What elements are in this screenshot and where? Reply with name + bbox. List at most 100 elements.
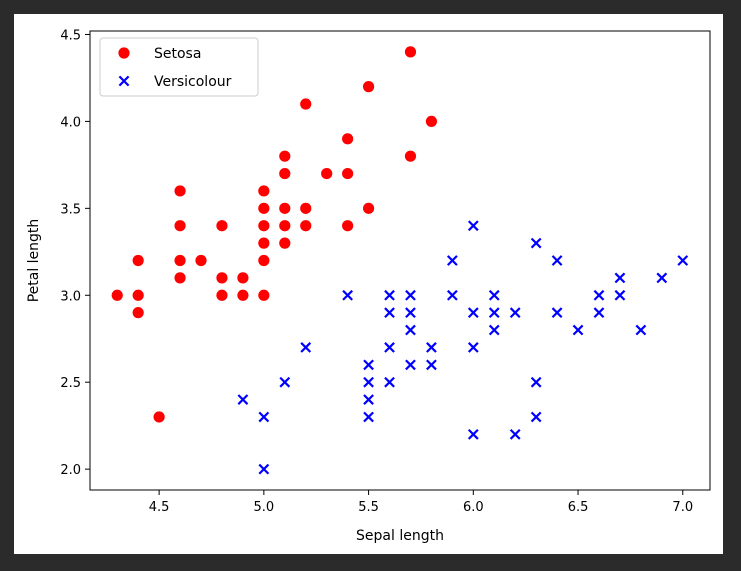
setosa-point (342, 133, 354, 145)
setosa-point (132, 307, 144, 319)
setosa-point (258, 237, 270, 249)
versicolour-point (467, 428, 479, 440)
setosa-point (300, 220, 312, 232)
setosa-point (279, 167, 291, 180)
versicolour-point (572, 324, 584, 336)
versicolour-point (614, 272, 626, 284)
versicolour-point (384, 342, 395, 353)
setosa-point (174, 185, 186, 197)
versicolour-point (363, 376, 374, 388)
y-tick-label: 4.0 (60, 115, 81, 130)
setosa-point (342, 167, 354, 180)
versicolour-point (509, 307, 521, 319)
setosa-point (321, 167, 333, 180)
setosa-point (132, 289, 144, 301)
setosa-point (258, 220, 270, 232)
versicolour-point (384, 289, 395, 301)
x-tick-label: 5.5 (358, 500, 379, 515)
x-tick-label: 4.5 (149, 500, 170, 515)
x-tick-label: 6.0 (463, 500, 484, 515)
legend-entry: Setosa (118, 46, 201, 62)
versicolour-point (237, 394, 249, 405)
versicolour-point (426, 342, 437, 353)
versicolour-point (426, 359, 437, 371)
setosa-point (174, 272, 186, 284)
versicolour-point (258, 463, 270, 475)
legend-label: Setosa (154, 46, 201, 62)
versicolour-point (384, 307, 395, 319)
plot-frame (89, 30, 711, 491)
figure: 4.5 5.0 5.5 6.0 6.5 7.0 2.0 2.5 3.0 3.5 4.0 4.5 Set… (14, 14, 723, 554)
setosa-point (258, 202, 270, 214)
setosa-point (258, 185, 270, 197)
y-axis-label: Petal length (26, 219, 42, 303)
setosa-point (300, 98, 312, 110)
scatter-chart: 4.5 5.0 5.5 6.0 6.5 7.0 2.0 2.5 3.0 3.5 4.0 4.5 Set… (26, 28, 711, 544)
setosa-point (216, 289, 228, 301)
setosa-point (111, 289, 123, 301)
versicolour-point (279, 376, 291, 388)
versicolour-point (405, 359, 416, 371)
versicolour-point (530, 411, 542, 423)
versicolour-point (467, 342, 479, 353)
y-tick-label: 3.5 (60, 202, 81, 217)
versicolour-point (530, 237, 542, 249)
setosa-point (216, 272, 228, 284)
versicolour-point (635, 324, 647, 336)
versicolour-point (446, 255, 458, 266)
versicolour-point (488, 307, 500, 319)
setosa-point (342, 220, 354, 232)
versicolour-point (488, 324, 500, 336)
versicolour-point (405, 307, 416, 319)
versicolour-point (405, 289, 416, 301)
versicolour-point (551, 307, 563, 319)
versicolour-point (363, 411, 374, 423)
versicolour-point (677, 255, 689, 266)
versicolour-point (384, 376, 395, 388)
setosa-point (153, 411, 165, 423)
legend: Setosa Versicolour (99, 37, 259, 97)
versicolour-point (593, 307, 605, 319)
versicolour-point (363, 359, 374, 371)
versicolour-point (467, 307, 479, 319)
versicolour-point (614, 289, 626, 301)
versicolour-point (446, 289, 458, 301)
y-tick-label: 2.0 (60, 463, 81, 478)
plot-marks (111, 46, 689, 475)
setosa-point (279, 202, 291, 214)
y-tick-label: 4.5 (60, 28, 81, 43)
versicolour-point (656, 272, 668, 284)
x-axis-label: Sepal length (356, 528, 444, 544)
legend-circle-marker (118, 47, 130, 59)
setosa-point (237, 289, 249, 301)
versicolour-point (488, 289, 500, 301)
axes: 4.5 5.0 5.5 6.0 6.5 7.0 2.0 2.5 3.0 3.5 4.0 4.5 (60, 28, 711, 515)
setosa-point (362, 81, 375, 93)
setosa-point (195, 254, 207, 267)
setosa-point (174, 220, 186, 232)
setosa-point (300, 202, 312, 214)
setosa-point (404, 46, 417, 58)
setosa-point (237, 272, 249, 284)
versicolour-point (509, 428, 521, 440)
legend-x-marker (118, 75, 130, 87)
versicolour-point (551, 255, 563, 266)
setosa-point (279, 237, 291, 249)
setosa-point (258, 289, 270, 301)
y-tick-label: 3.0 (60, 289, 81, 304)
legend-box (99, 37, 259, 97)
versicolour-point (467, 220, 479, 232)
setosa-point (279, 220, 291, 232)
versicolour-point (258, 411, 270, 423)
x-tick-label: 6.5 (568, 500, 589, 515)
setosa-point (216, 220, 228, 232)
versicolour-point (593, 289, 605, 301)
setosa-point (174, 254, 186, 267)
versicolour-point (342, 289, 354, 301)
versicolour-point (405, 324, 416, 336)
x-tick-label: 7.0 (672, 500, 693, 515)
versicolour-point (363, 394, 374, 405)
x-tick-label: 5.0 (254, 500, 275, 515)
setosa-point (425, 115, 438, 128)
setosa-point (404, 150, 417, 162)
